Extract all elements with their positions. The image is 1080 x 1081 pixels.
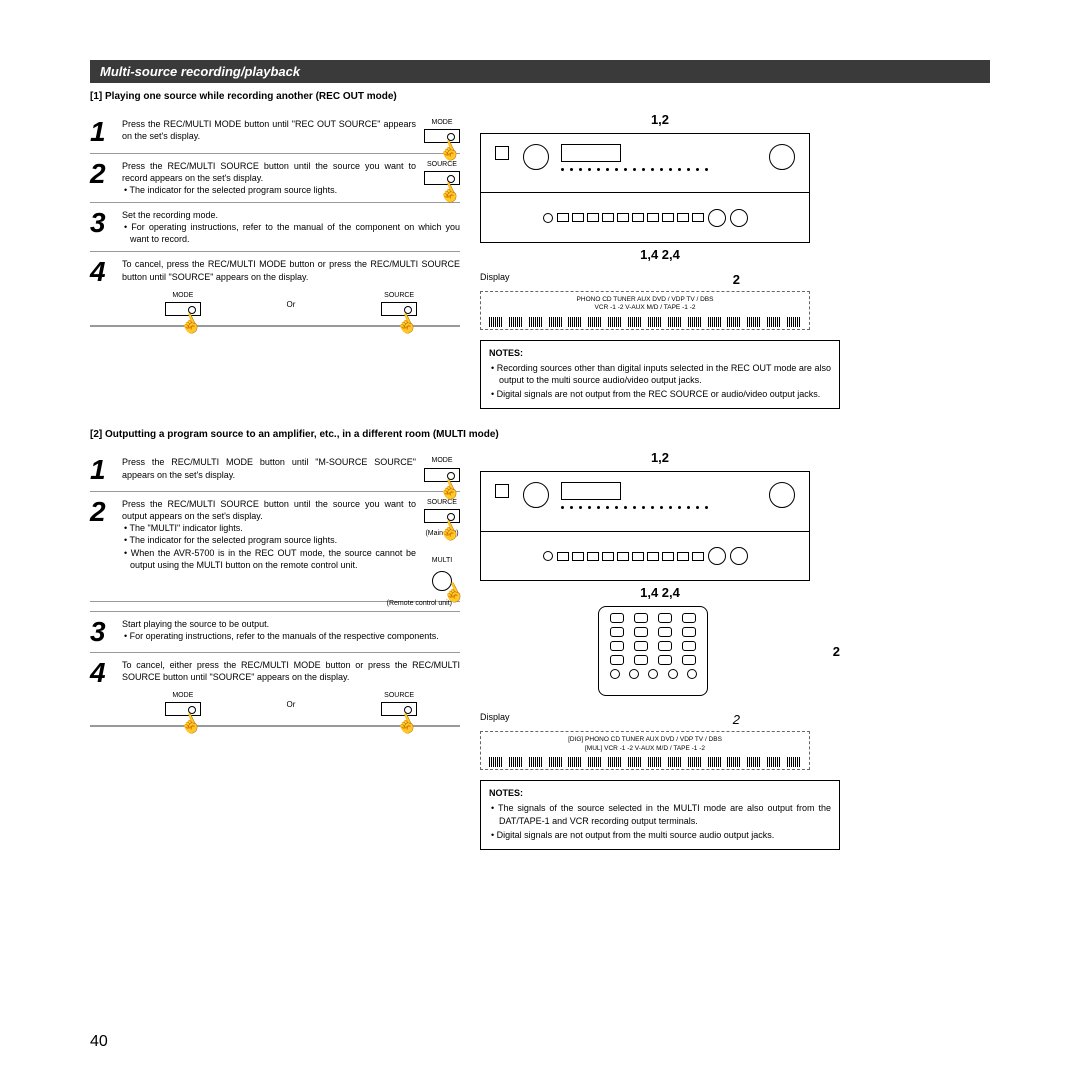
section-2-illustrations: 1,2 1,4 2,4 [480, 450, 840, 849]
step-bullet: • The "MULTI" indicator lights. [130, 522, 416, 534]
callout-top: 1,2 [480, 450, 840, 465]
step-1: 1 Press the REC/MULTI MODE button until … [90, 112, 460, 154]
display-line-2: [MUL] VCR -1 -2 V-AUX M/D / TAPE -1 -2 [487, 745, 803, 753]
source-button-illustration: SOURCE ☝ [424, 160, 460, 196]
step-bullet: • When the AVR-5700 is in the REC OUT mo… [130, 547, 416, 571]
callout-mid: 1,4 2,4 [480, 247, 840, 262]
note-item: • The signals of the source selected in … [489, 802, 831, 826]
notes-box-1: NOTES: • Recording sources other than di… [480, 340, 840, 410]
display-label: Display [480, 712, 510, 727]
display-strip: [DIG] PHONO CD TUNER AUX DVD / VDP TV / … [480, 731, 810, 770]
step-bullet: • For operating instructions, refer to t… [130, 221, 460, 245]
multi-label: MULTI [424, 556, 460, 565]
mode-button-illustration: MODE ☝ [165, 691, 201, 720]
step-bullet: • The indicator for the selected program… [130, 534, 416, 546]
step-1: 1 Press the REC/MULTI MODE button until … [90, 450, 460, 492]
step-number: 4 [90, 659, 112, 687]
step-4: 4 To cancel, either press the REC/MULTI … [90, 653, 460, 727]
note-item: • Digital signals are not output from th… [489, 388, 831, 400]
step-3: 3 Set the recording mode. • For operatin… [90, 203, 460, 252]
mode-button-illustration: MODE ☝ [424, 456, 460, 485]
step-text: Press the REC/MULTI MODE button until "M… [122, 456, 416, 485]
step-3: 3 Start playing the source to be output.… [90, 612, 460, 653]
receiver-illustration [480, 133, 810, 243]
mode-label: MODE [424, 456, 460, 465]
section-1-columns: 1 Press the REC/MULTI MODE button until … [90, 112, 990, 409]
remote-callout: 2 [833, 644, 840, 659]
source-label: SOURCE [381, 691, 417, 700]
step-bullet: • The indicator for the selected program… [130, 184, 416, 196]
step-2: 2 Press the REC/MULTI SOURCE button unti… [90, 492, 460, 602]
display-line-1: PHONO CD TUNER AUX DVD / VDP TV / DBS [487, 296, 803, 304]
step-bullet: • For operating instructions, refer to t… [130, 630, 460, 642]
display-callout-num: 2 [733, 272, 840, 287]
step-text: Press the REC/MULTI SOURCE button until … [122, 498, 416, 522]
mode-button-illustration: MODE ☝ [424, 118, 460, 147]
remote-illustration [598, 606, 708, 696]
step-text: Press the REC/MULTI SOURCE button until … [122, 160, 416, 184]
callout-mid: 1,4 2,4 [480, 585, 840, 600]
subsection-2-title: [2] Outputting a program source to an am… [90, 429, 990, 440]
notes-box-2: NOTES: • The signals of the source selec… [480, 780, 840, 850]
step-number: 4 [90, 258, 112, 286]
step-number: 3 [90, 209, 112, 237]
step-text: Set the recording mode. [122, 209, 460, 221]
page-number: 40 [90, 1033, 108, 1051]
step-text: Press the REC/MULTI MODE button until "R… [122, 118, 416, 147]
display-label: Display [480, 272, 510, 287]
step-number: 3 [90, 618, 112, 646]
step-number: 1 [90, 118, 112, 146]
display-strip: PHONO CD TUNER AUX DVD / VDP TV / DBS VC… [480, 291, 810, 330]
section-header-bar: Multi-source recording/playback [90, 60, 990, 83]
source-button-illustration: SOURCE ☝ [381, 291, 417, 320]
mode-label: MODE [165, 691, 201, 700]
step-text: To cancel, either press the REC/MULTI MO… [122, 659, 460, 683]
step-4: 4 To cancel, press the REC/MULTI MODE bu… [90, 252, 460, 326]
step-text: Start playing the source to be output. [122, 618, 460, 630]
mode-label: MODE [424, 118, 460, 127]
notes-title: NOTES: [489, 787, 831, 799]
step-number: 2 [90, 160, 112, 188]
callout-top: 1,2 [480, 112, 840, 127]
source-button-illustration: SOURCE ☝ [381, 691, 417, 720]
display-callout-num: 2 [733, 712, 840, 727]
or-text: Or [287, 700, 296, 711]
section-2-steps: 1 Press the REC/MULTI MODE button until … [90, 450, 460, 849]
remote-unit-label: (Remote control unit) [90, 600, 460, 607]
section-1-illustrations: 1,2 1,4 2,4 Display 2 [480, 112, 840, 409]
note-item: • Digital signals are not output from th… [489, 829, 831, 841]
section-2-columns: 1 Press the REC/MULTI MODE button until … [90, 450, 990, 849]
source-label: SOURCE [381, 291, 417, 300]
receiver-illustration [480, 471, 810, 581]
display-line-2: VCR -1 -2 V-AUX M/D / TAPE -1 -2 [487, 304, 803, 312]
section-1-steps: 1 Press the REC/MULTI MODE button until … [90, 112, 460, 409]
mode-button-illustration: MODE ☝ [165, 291, 201, 320]
step-number: 1 [90, 456, 112, 484]
subsection-1-title: [1] Playing one source while recording a… [90, 91, 990, 102]
note-item: • Recording sources other than digital i… [489, 362, 831, 386]
step-number: 2 [90, 498, 112, 526]
source-button-illustration: SOURCE ☝ (Main unit) MULTI ☝ [424, 498, 460, 595]
step-text: To cancel, press the REC/MULTI MODE butt… [122, 258, 460, 282]
mode-label: MODE [165, 291, 201, 300]
step-2: 2 Press the REC/MULTI SOURCE button unti… [90, 154, 460, 203]
or-text: Or [287, 300, 296, 311]
notes-title: NOTES: [489, 347, 831, 359]
display-line-1: [DIG] PHONO CD TUNER AUX DVD / VDP TV / … [487, 736, 803, 744]
